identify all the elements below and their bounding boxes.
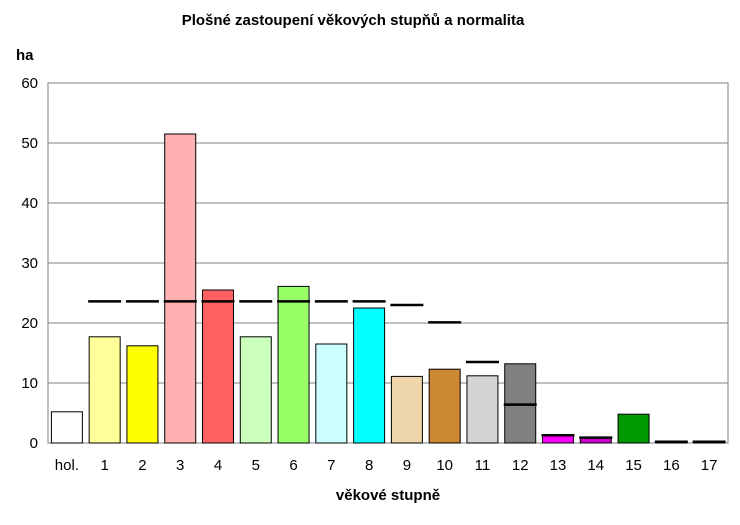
- y-tick-label: 50: [21, 135, 38, 152]
- gridlines: [48, 142, 728, 384]
- x-tick-label: 11: [475, 457, 491, 474]
- bar: [126, 345, 159, 444]
- bar: [277, 285, 310, 444]
- y-tick-label: 10: [21, 375, 38, 392]
- y-tick-label: 40: [21, 195, 38, 212]
- x-tick-label: 13: [550, 457, 567, 474]
- bar: [353, 307, 386, 444]
- y-tick-label: 20: [21, 315, 38, 332]
- x-tick-label: 16: [663, 457, 680, 474]
- bar: [315, 343, 348, 444]
- bar: [390, 375, 423, 444]
- x-tick-label: 9: [403, 457, 411, 474]
- x-tick-label: 17: [701, 457, 718, 474]
- x-axis-label: věkové stupně: [336, 487, 440, 504]
- normality-marks: [88, 300, 726, 444]
- x-tick-label: 10: [436, 457, 453, 474]
- bar: [617, 413, 650, 444]
- x-tick-label: 8: [365, 457, 373, 474]
- y-tick-label: 0: [30, 435, 38, 452]
- y-axis-ticks: 0 10 20 30 40 50 60: [21, 75, 38, 452]
- x-tick-label: 6: [289, 457, 297, 474]
- bar: [239, 336, 272, 444]
- bar: [466, 375, 499, 444]
- bar: [202, 289, 234, 444]
- bars: [50, 133, 726, 444]
- x-tick-label: 4: [214, 457, 222, 474]
- x-tick-label: 14: [587, 457, 604, 474]
- chart-title: Plošné zastoupení věkových stupňů a norm…: [182, 12, 525, 29]
- x-tick-label: 2: [138, 457, 146, 474]
- x-axis-ticks: hol. 1 2 3 4 5 6 7 8 9 10 11 12 13 14 15 16 17: [55, 457, 718, 474]
- x-tick-label: hol.: [55, 457, 79, 474]
- bar: [88, 336, 121, 444]
- bar: [428, 368, 461, 444]
- x-tick-label: 1: [100, 457, 108, 474]
- y-axis-label: ha: [16, 47, 34, 64]
- y-tick-label: 30: [21, 255, 38, 272]
- bar: [50, 411, 83, 444]
- bar: [164, 133, 197, 444]
- x-tick-label: 7: [327, 457, 335, 474]
- x-tick-label: 5: [252, 457, 260, 474]
- x-tick-label: 12: [512, 457, 529, 474]
- y-tick-label: 60: [21, 75, 38, 92]
- x-tick-label: 15: [625, 457, 642, 474]
- x-tick-label: 3: [176, 457, 184, 474]
